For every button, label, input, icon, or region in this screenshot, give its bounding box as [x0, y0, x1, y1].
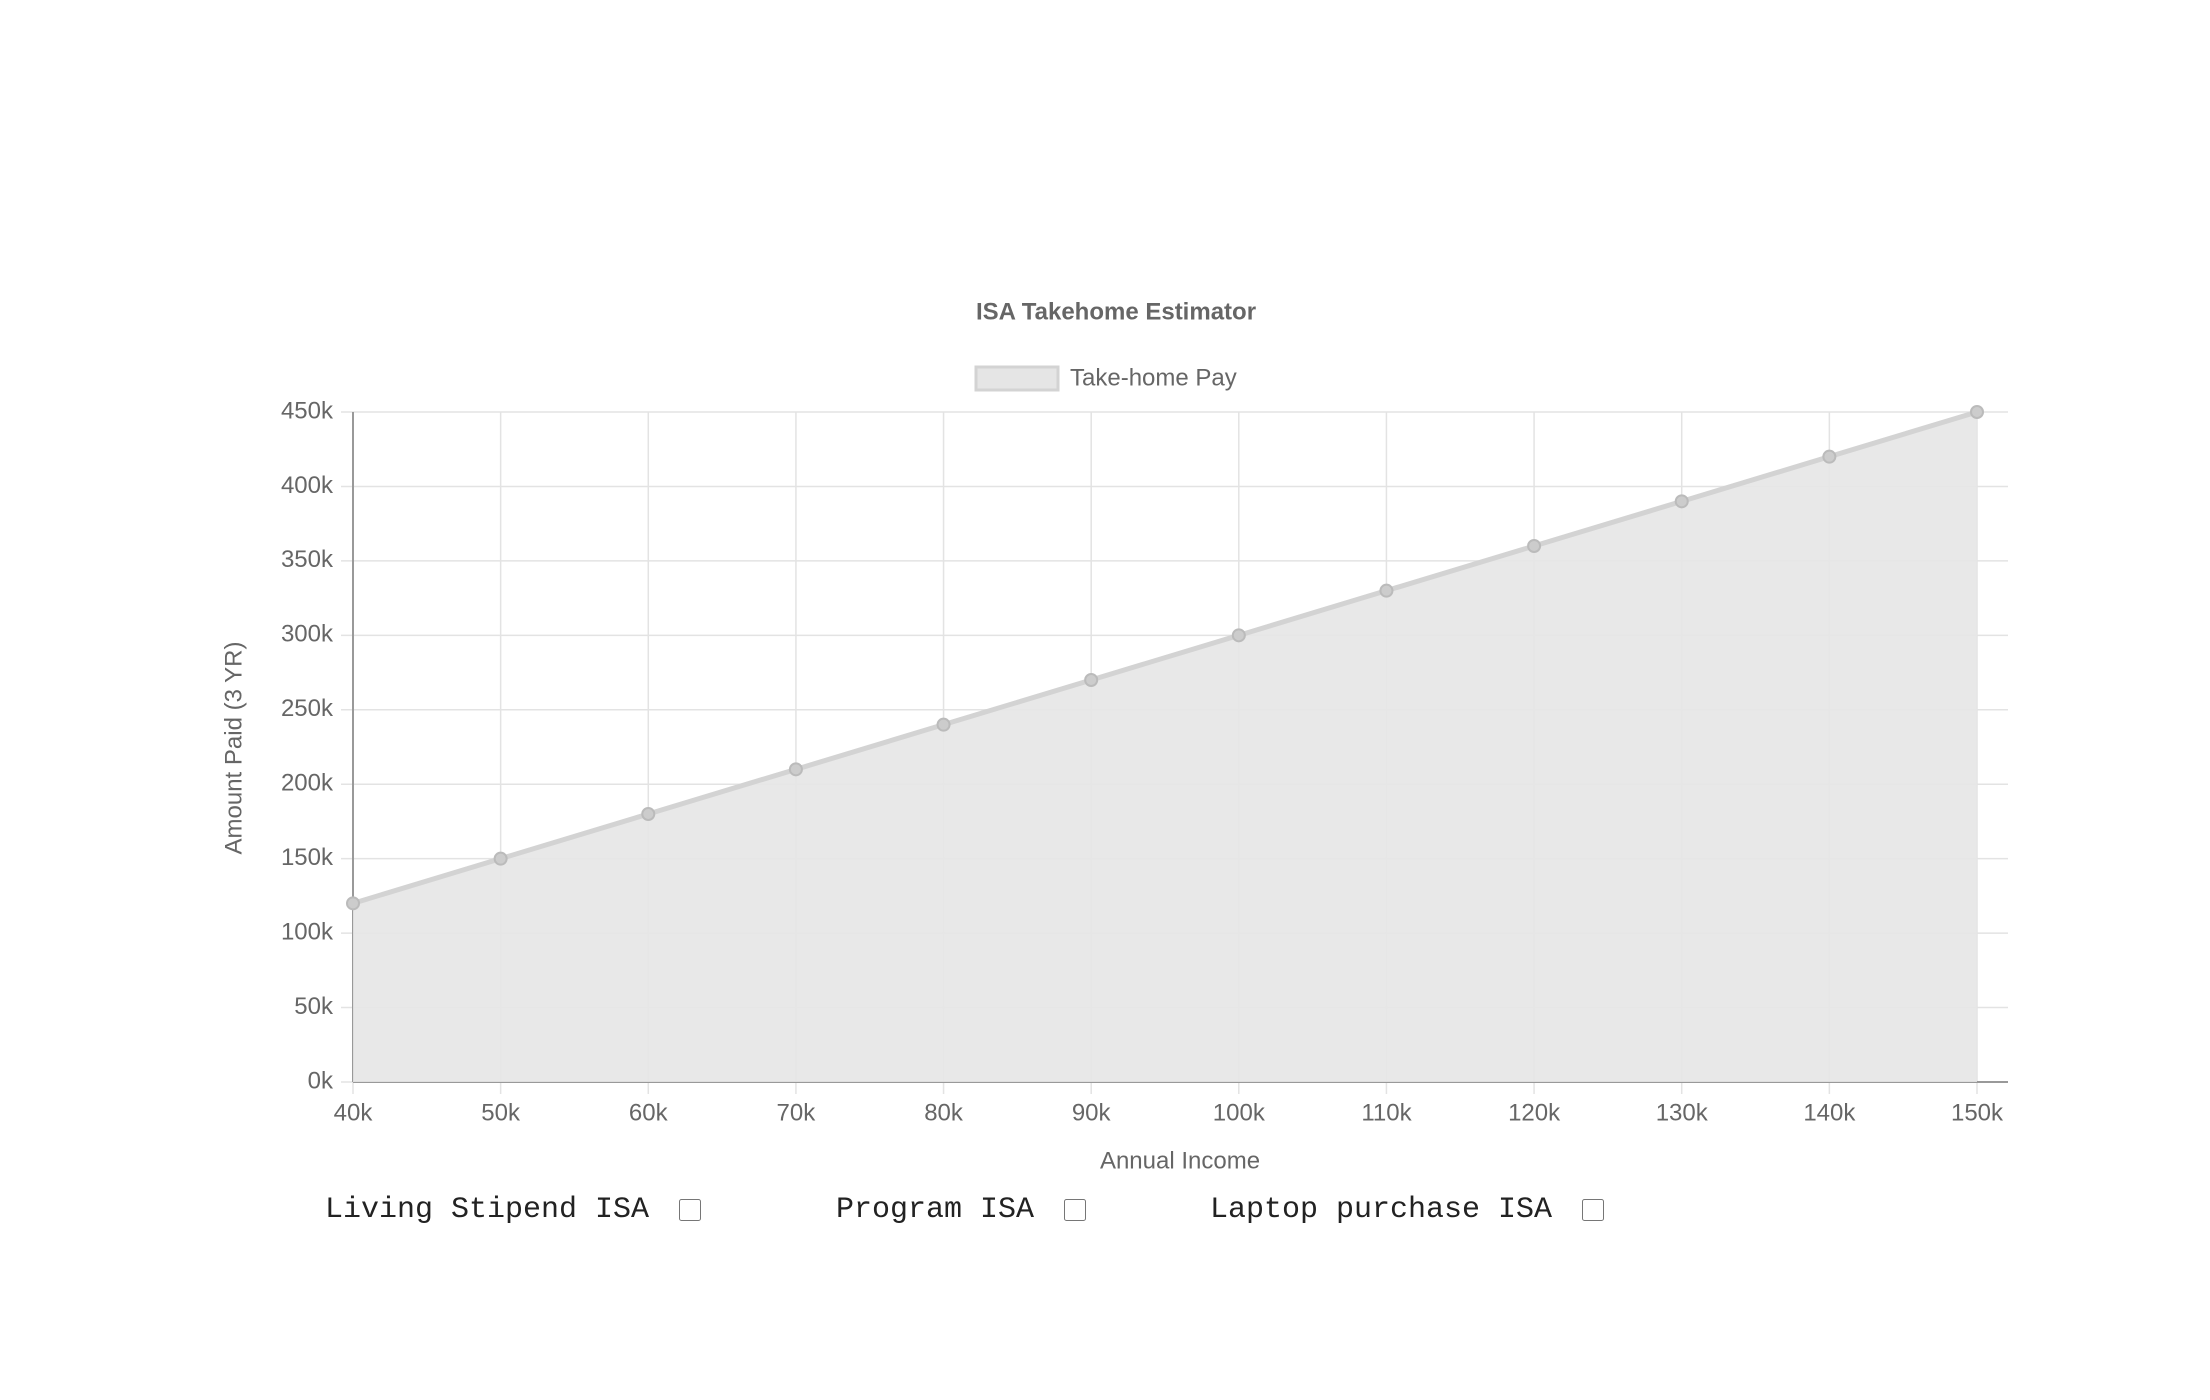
point: [1674, 494, 1689, 509]
control[interactable]: Program ISA: [836, 1193, 1087, 1227]
controls: Living Stipend ISA Program ISA Laptop pu…: [0, 1193, 2210, 1237]
y-tick-label: 250k: [281, 695, 334, 722]
x-tick-label: 90k: [1072, 1099, 1112, 1126]
x-tick-label: 60k: [629, 1099, 669, 1126]
point: [1527, 539, 1542, 553]
y-tick-label: 400k: [281, 472, 334, 499]
control[interactable]: Laptop purchase ISA: [1210, 1193, 1605, 1227]
point: [1231, 628, 1246, 643]
x-tick-label: 120k: [1508, 1099, 1561, 1126]
area: [353, 412, 1977, 1082]
x-tick-label: 80k: [924, 1099, 964, 1126]
y-tick-label: 0k: [308, 1067, 334, 1094]
checkbox[interactable]: [1582, 1199, 1605, 1221]
y-tick-label: 200k: [281, 770, 334, 797]
x-tick-label: 130k: [1656, 1099, 1709, 1126]
x-tick-label: 40k: [334, 1099, 374, 1126]
chart-title: ISA Takehome Estimator: [976, 298, 1256, 325]
control-label: Living Stipend ISA: [325, 1193, 650, 1227]
checkbox[interactable]: [1064, 1199, 1087, 1221]
point: [788, 762, 803, 777]
point: [1970, 405, 1984, 419]
y-tick-label: 50k: [294, 993, 334, 1020]
x-tick-label: 150k: [1951, 1099, 2004, 1126]
y-tick-label: 150k: [281, 844, 334, 871]
point: [936, 717, 951, 732]
x-axis-title: Annual Income: [1100, 1147, 1260, 1174]
point: [641, 807, 656, 821]
y-axis-title: Amount Paid (3 YR): [220, 642, 247, 855]
control-label: Laptop purchase ISA: [1210, 1193, 1553, 1227]
x-tick-label: 70k: [777, 1099, 817, 1126]
legend-swatch: [974, 365, 1060, 392]
control-label: Program ISA: [836, 1193, 1035, 1227]
y-tick-label: 100k: [281, 918, 334, 945]
x-tick-label: 100k: [1213, 1099, 1266, 1126]
point: [346, 896, 360, 911]
x-tick-label: 50k: [481, 1099, 521, 1126]
control[interactable]: Living Stipend ISA: [325, 1193, 702, 1227]
point: [1084, 673, 1099, 687]
x-tick-label: 110k: [1361, 1099, 1412, 1126]
point: [1822, 449, 1837, 464]
checkbox[interactable]: [679, 1199, 702, 1221]
point: [1379, 583, 1394, 598]
y-tick-label: 350k: [281, 546, 334, 573]
y-tick-label: 300k: [281, 621, 334, 648]
line: [352, 409, 1978, 906]
x-tick-label: 140k: [1803, 1099, 1856, 1126]
y-tick-label: 450k: [281, 397, 334, 424]
point: [493, 851, 508, 866]
legend-label: Take-home Pay: [1070, 364, 1237, 391]
